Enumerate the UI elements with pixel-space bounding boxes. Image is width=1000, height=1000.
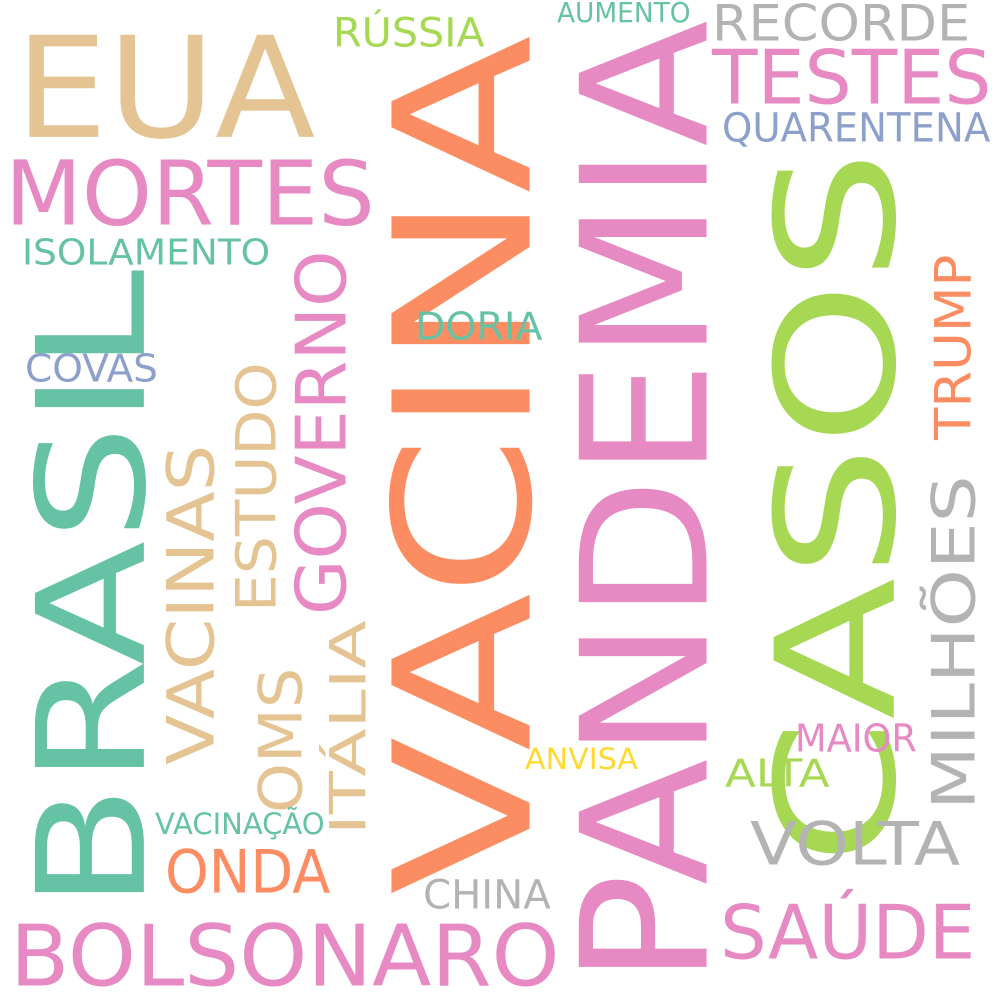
word-anvisa: ANVISA — [525, 741, 638, 777]
word-quarentena: QUARENTENA — [722, 104, 991, 152]
word-oms: OMS — [246, 667, 317, 813]
word-italia: ITÁLIA — [320, 620, 379, 835]
word-maior: MAIOR — [795, 716, 917, 762]
word-isolamento: ISOLAMENTO — [22, 231, 271, 274]
word-volta: VOLTA — [750, 809, 961, 880]
word-doria: DORIA — [415, 304, 543, 350]
word-vacinas: VACINAS — [153, 444, 230, 765]
word-eua: EUA — [15, 8, 316, 171]
word-mortes: MORTES — [5, 142, 375, 247]
word-covas: COVAS — [25, 346, 158, 392]
word-china: CHINA — [423, 871, 551, 919]
word-onda: ONDA — [165, 837, 331, 908]
word-trump: TRUMP — [925, 254, 984, 440]
word-testes: TESTES — [712, 33, 992, 122]
word-pandemia: PANDEMIA — [545, 20, 749, 986]
word-vacinacao: VACINAÇÃO — [155, 806, 325, 842]
word-bolsonaro: BOLSONARO — [10, 907, 560, 1000]
word-saude: SAÚDE — [720, 888, 976, 977]
word-alta: ALTA — [725, 751, 830, 797]
word-recorde: RECORDE — [712, 0, 971, 54]
word-milhoes: MILHÕES — [919, 475, 990, 810]
word-estudo: ESTUDO — [225, 362, 290, 612]
word-russia: RÚSSIA — [333, 9, 485, 57]
word-governo: GOVERNO — [280, 250, 363, 615]
word-aumento: AUMENTO — [557, 0, 691, 30]
